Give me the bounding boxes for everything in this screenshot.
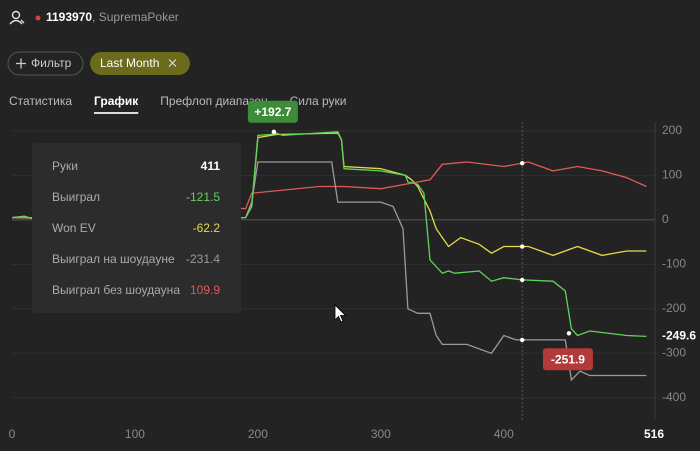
x-tick-label: 516 <box>644 427 664 441</box>
cursor-marker <box>520 160 525 166</box>
y-tick-label: 100 <box>662 168 682 182</box>
cursor-marker <box>520 337 525 343</box>
annotation-point <box>566 331 572 336</box>
y-tick-label: 0 <box>662 212 669 226</box>
tab[interactable]: Сила руки <box>290 94 347 108</box>
x-tick-label: 100 <box>125 427 145 441</box>
series-line <box>11 131 647 338</box>
y-tick-label: -400 <box>662 390 686 404</box>
chip-close[interactable] <box>168 59 177 67</box>
y-tick-label: -300 <box>662 345 686 359</box>
annotation-point <box>271 129 277 134</box>
x-tick-label: 0 <box>9 427 16 441</box>
tab[interactable]: График <box>94 94 139 108</box>
tooltip-value: -231.4 <box>186 252 220 266</box>
tooltip-value: 109.9 <box>190 283 220 297</box>
tooltip-rows: Руки 411 Выиграл -121.5 Won EV -62.2 Выиграл н… <box>52 159 220 297</box>
cursor-marker <box>520 277 525 283</box>
tooltip-label: Выиграл без шоудауна <box>52 283 180 297</box>
x-tick-label: 300 <box>371 427 391 441</box>
tooltip-value: -121.5 <box>186 190 220 204</box>
tab[interactable]: Статистика <box>9 94 72 108</box>
tooltip-box <box>32 143 241 313</box>
tooltip-value: -62.2 <box>193 221 221 235</box>
tab-underline <box>94 112 139 114</box>
room-name: , SupremaPoker <box>92 10 179 24</box>
add-filter-label[interactable]: Фильтр <box>31 56 72 70</box>
tabs: Статистика График Префлоп диапазон Сила рук… <box>9 94 346 114</box>
tooltip-label: Руки <box>52 159 78 173</box>
tooltip: Руки 411 Выиграл -121.5 Won EV -62.2 Выиграл н… <box>32 143 241 313</box>
annotation-label: +192.7 <box>254 105 291 119</box>
mouse-cursor <box>334 304 347 323</box>
end-value-label: -249.6 <box>662 329 696 343</box>
tooltip-label: Won EV <box>52 221 96 235</box>
tab[interactable]: Префлоп диапазон <box>160 94 267 108</box>
tooltip-label: Выиграл на шоудауне <box>52 252 175 266</box>
plus-icon <box>16 58 26 69</box>
status-dot <box>35 15 41 21</box>
annotation-label: -251.9 <box>551 352 585 366</box>
y-tick-label: -200 <box>662 301 686 315</box>
tooltip-value: 411 <box>201 159 221 173</box>
cursor-marker <box>520 244 525 249</box>
add-filter-button[interactable]: Фильтр <box>7 51 84 76</box>
y-tick-label: -100 <box>662 257 686 271</box>
user-icon <box>9 10 25 25</box>
annotation-box <box>247 100 298 123</box>
add-filter-outline[interactable] <box>7 51 84 76</box>
x-tick-label: 200 <box>248 427 268 441</box>
annotation-box <box>542 348 593 371</box>
chip-bg[interactable] <box>90 52 190 75</box>
active-filter-chip[interactable]: Last Month <box>90 52 190 75</box>
user-id: 1193970, SupremaPoker <box>46 10 179 24</box>
y-tick-label: 200 <box>662 123 682 137</box>
x-tick-label: 400 <box>494 427 514 441</box>
chip-label[interactable]: Last Month <box>100 56 159 70</box>
tooltip-label: Выиграл <box>52 190 100 204</box>
user-id-text: 1193970 <box>46 10 92 24</box>
